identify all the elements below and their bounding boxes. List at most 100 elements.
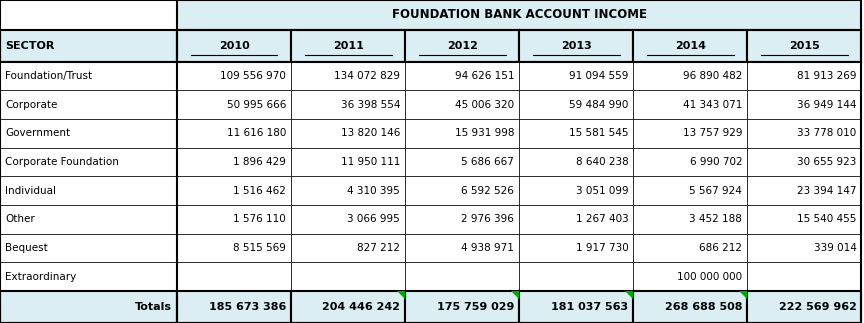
Text: 1 267 403: 1 267 403 — [575, 214, 628, 224]
Bar — [519, 291, 633, 323]
Bar — [747, 205, 861, 234]
Bar — [747, 148, 861, 176]
Bar — [633, 205, 747, 234]
Text: 30 655 923: 30 655 923 — [797, 157, 856, 167]
Bar — [0, 119, 177, 148]
Bar — [0, 148, 177, 176]
Text: Individual: Individual — [5, 186, 56, 196]
Text: 1 917 730: 1 917 730 — [575, 243, 628, 253]
Text: 686 212: 686 212 — [699, 243, 742, 253]
Text: 134 072 829: 134 072 829 — [334, 71, 400, 81]
Bar — [0, 234, 177, 262]
Text: 11 616 180: 11 616 180 — [226, 128, 286, 138]
Text: 3 066 995: 3 066 995 — [347, 214, 400, 224]
Text: 185 673 386: 185 673 386 — [209, 302, 286, 312]
Text: 2014: 2014 — [675, 41, 706, 51]
Text: 13 757 929: 13 757 929 — [683, 128, 742, 138]
Bar — [633, 234, 747, 262]
Bar — [405, 90, 519, 119]
Bar — [519, 62, 633, 90]
Bar — [747, 176, 861, 205]
Text: Totals: Totals — [135, 302, 172, 312]
Polygon shape — [397, 291, 405, 299]
Bar — [519, 234, 633, 262]
Bar — [177, 205, 291, 234]
Bar — [405, 234, 519, 262]
Text: 5 686 667: 5 686 667 — [461, 157, 514, 167]
Bar — [405, 262, 519, 291]
Bar — [519, 262, 633, 291]
Bar — [633, 291, 747, 323]
Text: Foundation/Trust: Foundation/Trust — [5, 71, 92, 81]
Text: SECTOR: SECTOR — [5, 41, 54, 51]
Bar — [405, 119, 519, 148]
Polygon shape — [740, 291, 747, 299]
Text: 45 006 320: 45 006 320 — [455, 100, 514, 109]
Bar — [0, 62, 177, 90]
Text: 222 569 962: 222 569 962 — [778, 302, 856, 312]
Bar — [519, 119, 633, 148]
Bar — [177, 148, 291, 176]
Text: 50 995 666: 50 995 666 — [226, 100, 286, 109]
Text: 91 094 559: 91 094 559 — [569, 71, 628, 81]
Text: 15 581 545: 15 581 545 — [569, 128, 628, 138]
Bar — [633, 62, 747, 90]
Bar — [633, 30, 747, 62]
Bar — [291, 205, 405, 234]
Text: 268 688 508: 268 688 508 — [665, 302, 742, 312]
Bar — [291, 119, 405, 148]
Text: 6 592 526: 6 592 526 — [461, 186, 514, 196]
Text: 5 567 924: 5 567 924 — [689, 186, 742, 196]
Text: Bequest: Bequest — [5, 243, 48, 253]
Text: 41 343 071: 41 343 071 — [683, 100, 742, 109]
Text: 36 398 554: 36 398 554 — [340, 100, 400, 109]
Bar — [177, 90, 291, 119]
Text: 2013: 2013 — [561, 41, 592, 51]
Bar — [0, 0, 177, 30]
Bar — [0, 90, 177, 119]
Bar — [633, 262, 747, 291]
Bar — [177, 119, 291, 148]
Bar — [0, 205, 177, 234]
Bar — [633, 119, 747, 148]
Text: 3 452 188: 3 452 188 — [689, 214, 742, 224]
Text: 8 640 238: 8 640 238 — [575, 157, 628, 167]
Bar — [177, 262, 291, 291]
Bar — [405, 30, 519, 62]
Bar — [633, 90, 747, 119]
Text: 3 051 099: 3 051 099 — [575, 186, 628, 196]
Bar — [633, 176, 747, 205]
Text: 13 820 146: 13 820 146 — [340, 128, 400, 138]
Bar — [519, 90, 633, 119]
Text: 2 976 396: 2 976 396 — [461, 214, 514, 224]
Text: 2012: 2012 — [447, 41, 478, 51]
Bar — [177, 30, 291, 62]
Text: 4 938 971: 4 938 971 — [461, 243, 514, 253]
Bar — [405, 291, 519, 323]
Text: 181 037 563: 181 037 563 — [551, 302, 628, 312]
Bar — [177, 0, 861, 30]
Text: 1 896 429: 1 896 429 — [233, 157, 286, 167]
Text: 827 212: 827 212 — [357, 243, 400, 253]
Bar — [747, 30, 861, 62]
Text: 2011: 2011 — [333, 41, 364, 51]
Text: 36 949 144: 36 949 144 — [797, 100, 856, 109]
Bar — [177, 234, 291, 262]
Bar — [747, 291, 861, 323]
Bar — [0, 291, 177, 323]
Bar — [747, 234, 861, 262]
Text: Extraordinary: Extraordinary — [5, 272, 76, 282]
Bar — [291, 234, 405, 262]
Text: 339 014: 339 014 — [814, 243, 856, 253]
Bar — [519, 148, 633, 176]
Text: FOUNDATION BANK ACCOUNT INCOME: FOUNDATION BANK ACCOUNT INCOME — [391, 8, 647, 21]
Text: Corporate Foundation: Corporate Foundation — [5, 157, 119, 167]
Text: 1 576 110: 1 576 110 — [233, 214, 286, 224]
Bar — [177, 62, 291, 90]
Text: 81 913 269: 81 913 269 — [797, 71, 856, 81]
Bar — [0, 262, 177, 291]
Bar — [291, 262, 405, 291]
Bar — [747, 62, 861, 90]
Text: 109 556 970: 109 556 970 — [220, 71, 286, 81]
Bar — [291, 176, 405, 205]
